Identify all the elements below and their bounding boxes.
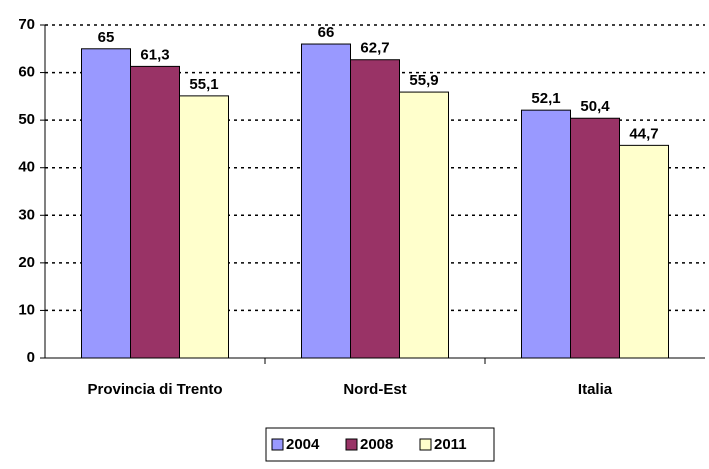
bar	[130, 65, 180, 359]
legend-box	[265, 427, 495, 462]
data-label: 61,3	[140, 46, 169, 63]
y-tick-label: 70	[18, 16, 35, 33]
legend-label: 2011	[434, 436, 467, 453]
x-tick-label: Nord-Est	[343, 381, 406, 398]
bar	[301, 43, 351, 359]
data-label: 62,7	[360, 40, 389, 57]
data-label: 52,1	[531, 90, 560, 107]
x-tick-label: Italia	[578, 381, 613, 398]
y-tick-label: 60	[18, 64, 35, 81]
y-tick-label: 10	[18, 301, 35, 318]
legend-label: 2008	[360, 436, 393, 453]
data-label: 50,4	[580, 98, 610, 115]
data-label: 55,1	[189, 76, 218, 93]
bar	[350, 59, 400, 359]
bar	[399, 91, 449, 359]
data-label: 65	[98, 29, 115, 46]
data-label: 44,7	[629, 125, 658, 142]
bar	[179, 95, 229, 359]
bar	[81, 48, 131, 359]
x-tick-label: Provincia di Trento	[87, 381, 222, 398]
data-label: 66	[318, 24, 335, 41]
y-tick-label: 40	[18, 159, 35, 176]
legend-swatch	[345, 438, 358, 451]
y-tick-label: 50	[18, 111, 35, 128]
legend-swatch	[419, 438, 432, 451]
y-tick-label: 20	[18, 254, 35, 271]
legend-swatch	[271, 438, 284, 451]
bar	[619, 144, 669, 359]
data-label: 55,9	[409, 72, 438, 89]
y-tick-label: 30	[18, 206, 35, 223]
legend-label: 2004	[286, 436, 320, 453]
bar	[521, 109, 571, 359]
y-tick-label: 0	[27, 349, 35, 366]
bar	[570, 117, 620, 359]
